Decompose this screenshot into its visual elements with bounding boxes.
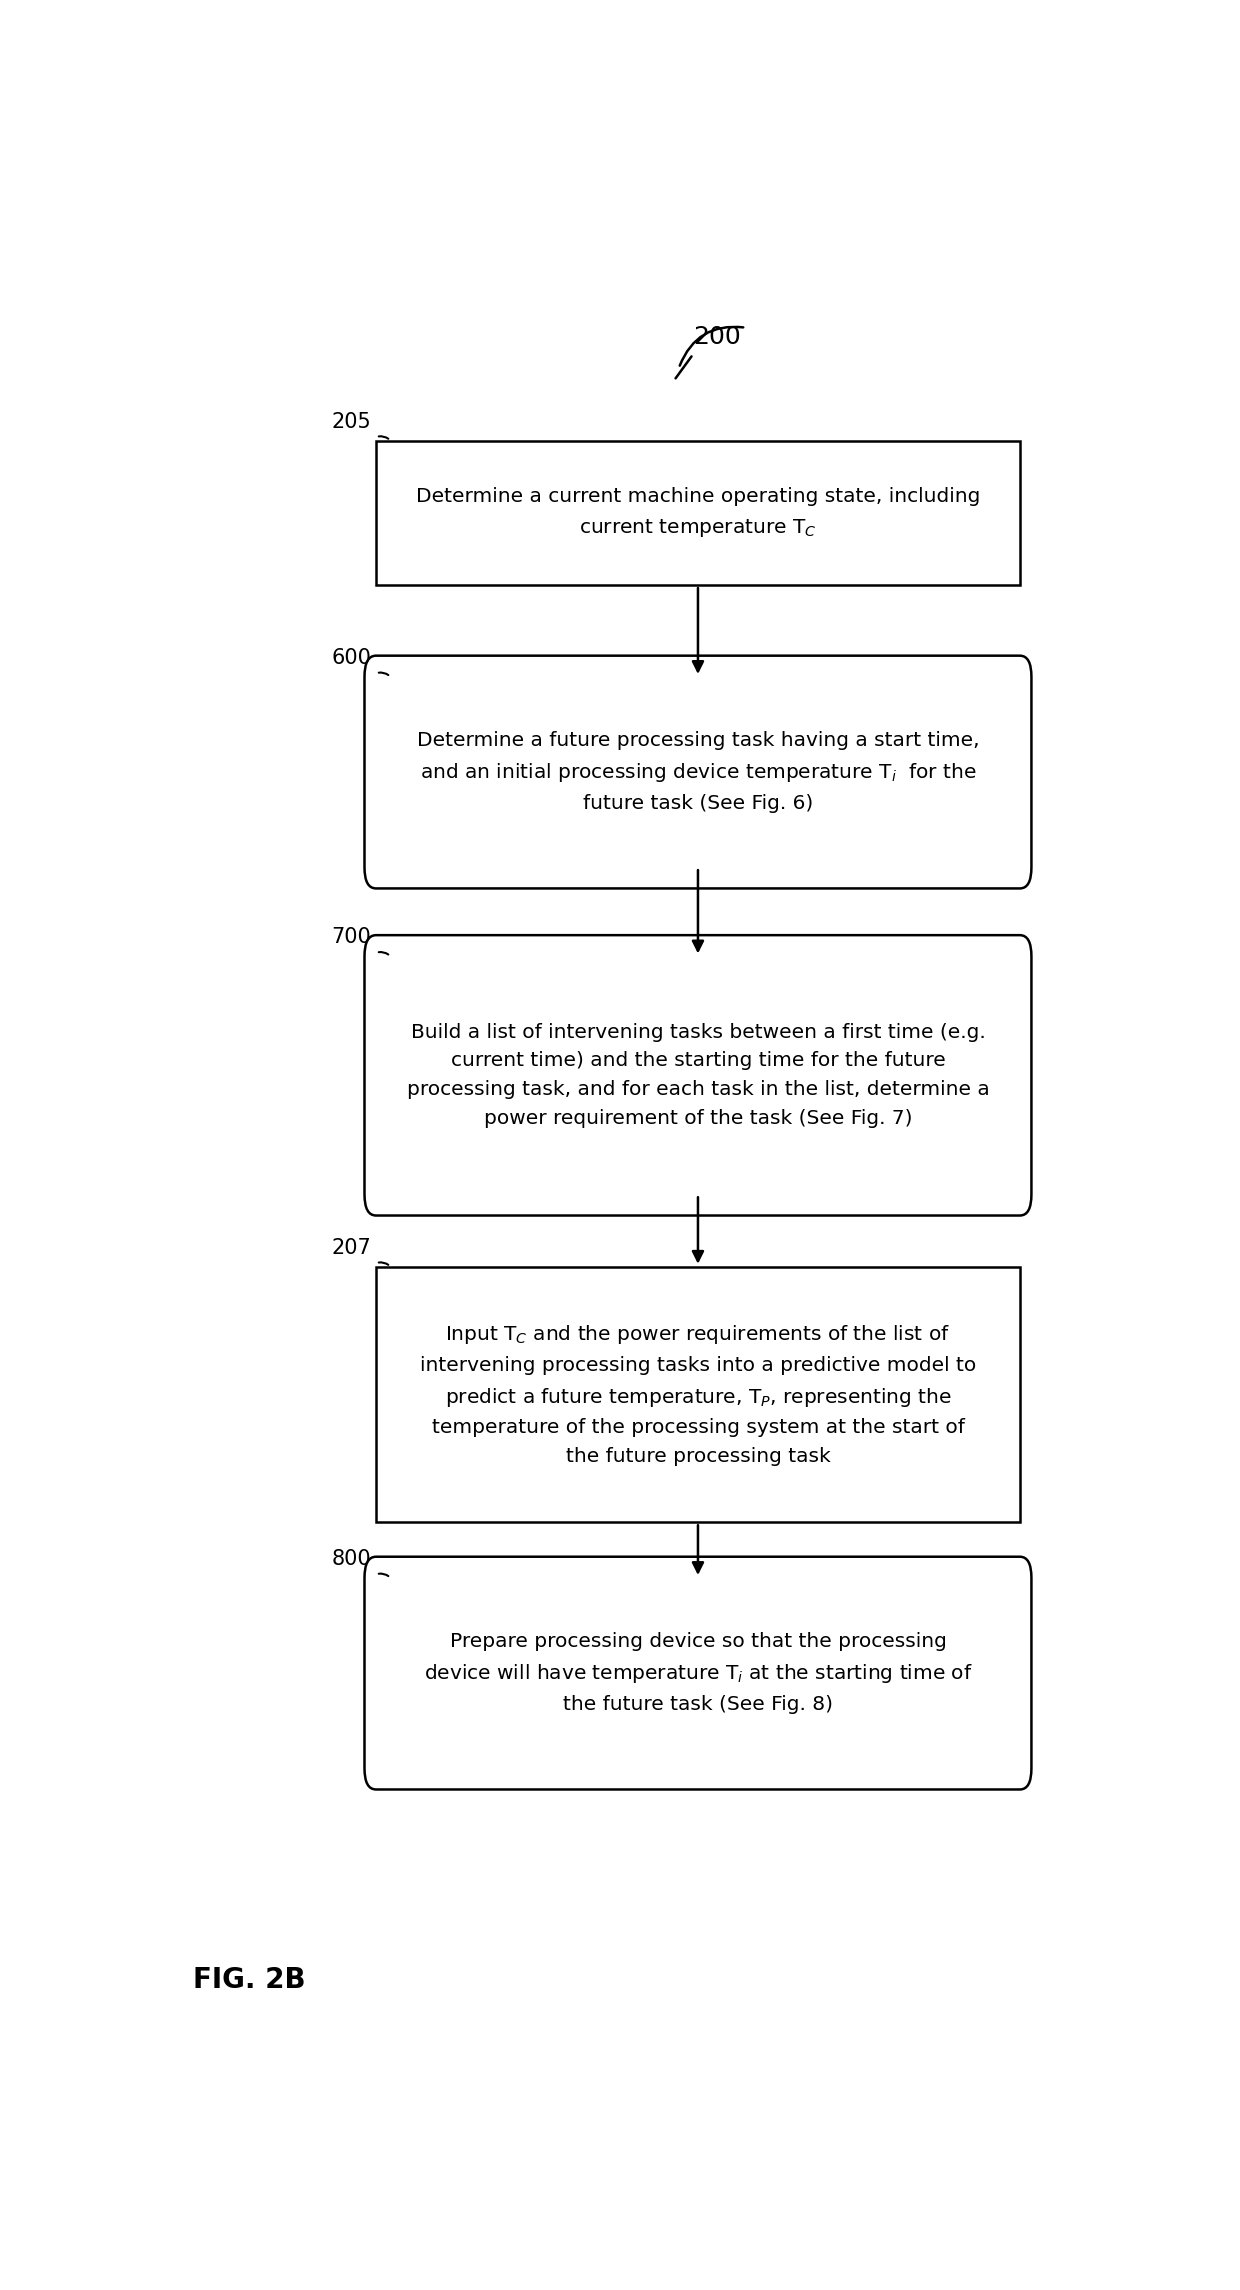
Text: Determine a future processing task having a start time,
and an initial processin: Determine a future processing task havin… — [417, 731, 980, 813]
Text: Determine a current machine operating state, including
current temperature T$_C$: Determine a current machine operating st… — [415, 488, 980, 538]
Text: 205: 205 — [331, 412, 371, 433]
Text: 207: 207 — [331, 1239, 371, 1257]
FancyBboxPatch shape — [365, 655, 1032, 889]
FancyBboxPatch shape — [376, 1266, 1019, 1523]
Text: Prepare processing device so that the processing
device will have temperature T$: Prepare processing device so that the pr… — [424, 1633, 972, 1713]
Text: 200: 200 — [693, 325, 742, 348]
Text: 800: 800 — [331, 1548, 371, 1569]
Text: FIG. 2B: FIG. 2B — [193, 1965, 306, 1995]
Text: 600: 600 — [331, 648, 371, 669]
FancyBboxPatch shape — [376, 440, 1019, 586]
Text: 700: 700 — [331, 927, 371, 948]
FancyBboxPatch shape — [365, 934, 1032, 1216]
Text: Build a list of intervening tasks between a first time (e.g.
current time) and t: Build a list of intervening tasks betwee… — [407, 1024, 990, 1129]
Text: Input T$_C$ and the power requirements of the list of
intervening processing tas: Input T$_C$ and the power requirements o… — [420, 1324, 976, 1466]
FancyBboxPatch shape — [365, 1557, 1032, 1788]
